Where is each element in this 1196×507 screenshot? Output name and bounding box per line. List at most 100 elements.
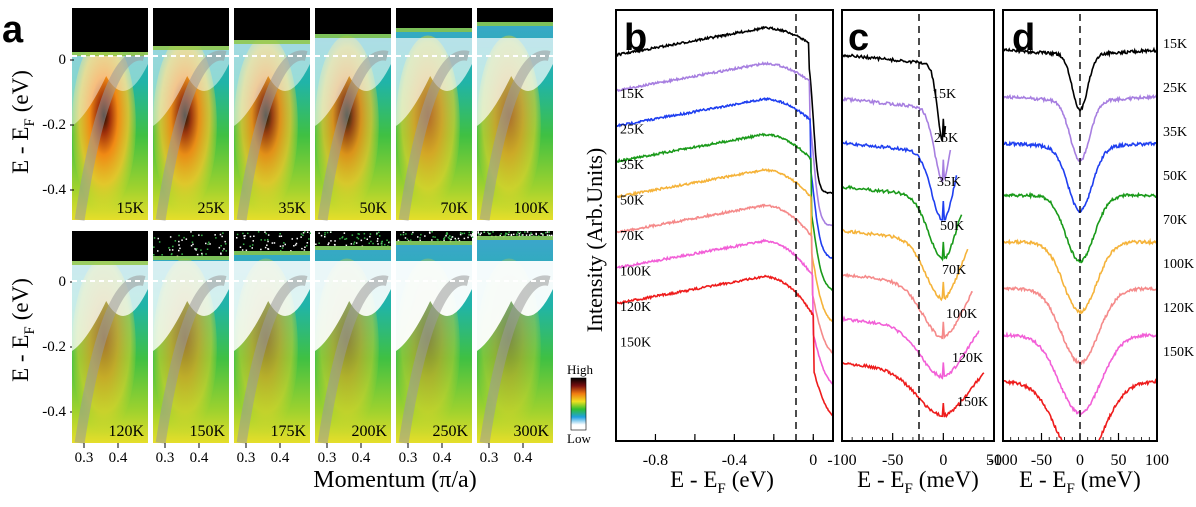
panel-b-curves <box>616 25 833 417</box>
noise-speck <box>455 239 457 241</box>
noise-speck <box>479 233 482 236</box>
noise-speck <box>402 233 405 236</box>
noise-speck <box>537 235 540 237</box>
noise-speck <box>220 245 222 247</box>
noise-speck <box>253 235 255 237</box>
noise-speck <box>245 249 248 251</box>
temperature-label: 300K <box>513 423 549 440</box>
noise-speck <box>334 244 336 246</box>
series-label: 15K <box>1163 37 1187 52</box>
noise-speck <box>372 242 374 245</box>
panel-a-top-ylabel: E - EF(eV) <box>8 70 38 174</box>
noise-speck <box>220 253 222 255</box>
noise-speck <box>302 232 305 234</box>
noise-speck <box>345 237 348 240</box>
noise-speck <box>198 234 200 236</box>
noise-speck <box>200 249 202 251</box>
noise-speck <box>205 253 207 255</box>
noise-speck <box>334 240 336 242</box>
noise-speck <box>471 236 474 238</box>
above-ef-region <box>396 8 472 28</box>
noise-speck <box>185 238 188 240</box>
series-label: 70K <box>620 229 644 244</box>
temperature-label: 200K <box>351 423 387 440</box>
xtick-label: 0.4 <box>190 450 209 466</box>
noise-speck <box>281 247 284 249</box>
temperature-label: 15K <box>116 200 144 217</box>
noise-speck <box>519 231 521 234</box>
noise-speck <box>174 240 177 242</box>
noise-speck <box>223 248 225 250</box>
noise-speck <box>542 234 544 236</box>
noise-speck <box>171 253 173 255</box>
noise-speck <box>214 234 216 236</box>
noise-speck <box>290 250 292 252</box>
svg-text:Intensity (Arb.Units): Intensity (Arb.Units) <box>582 148 607 333</box>
noise-speck <box>251 247 253 249</box>
noise-speck <box>207 243 209 245</box>
noise-speck <box>434 236 436 238</box>
noise-speck <box>267 248 270 250</box>
ef-edge <box>396 28 472 32</box>
noise-speck <box>461 232 464 235</box>
noise-speck <box>477 232 479 234</box>
edc-curve-35K <box>616 97 833 259</box>
noise-speck <box>400 233 402 236</box>
noise-speck <box>220 252 222 254</box>
series-label: 120K <box>952 351 983 366</box>
ef-edge <box>315 246 391 250</box>
edc-curve-150K <box>616 274 833 417</box>
noise-speck <box>446 232 448 234</box>
noise-speck <box>192 235 194 237</box>
temperature-label: 150K <box>189 423 225 440</box>
noise-speck <box>201 252 203 255</box>
xtick-label: 0.3 <box>480 450 499 466</box>
panel-c-xlabel: E - EF (meV) <box>857 467 979 497</box>
ytick-label: -0.2 <box>42 117 66 133</box>
noise-speck <box>480 232 482 234</box>
noise-speck <box>528 234 531 236</box>
noise-speck <box>467 236 469 239</box>
noise-speck <box>357 237 360 240</box>
noise-speck <box>376 233 378 236</box>
xtick-label: -50 <box>1031 452 1052 469</box>
noise-speck <box>328 242 330 244</box>
panel-c-temp-labels: 15K 25K 35K 50K 70K 100K 120K 150K <box>932 87 988 410</box>
noise-speck <box>271 242 274 244</box>
noise-speck <box>449 235 451 237</box>
near-ef-curve-15K <box>842 53 947 142</box>
noise-speck <box>280 235 283 237</box>
noise-speck <box>470 235 473 237</box>
noise-speck <box>516 233 518 235</box>
noise-speck <box>308 238 310 240</box>
series-label: 35K <box>937 175 961 190</box>
noise-speck <box>451 236 454 238</box>
temperature-label: 35K <box>278 200 306 217</box>
noise-speck <box>457 237 460 240</box>
noise-speck <box>437 239 439 241</box>
colorbar <box>570 377 587 431</box>
noise-speck <box>341 237 343 239</box>
noise-speck <box>153 254 155 256</box>
noise-speck <box>330 240 332 242</box>
noise-speck <box>419 239 421 242</box>
above-ef-region <box>153 8 229 46</box>
xtick-label: 0.4 <box>271 450 290 466</box>
noise-speck <box>451 236 453 238</box>
noise-speck <box>384 243 386 246</box>
noise-speck <box>264 246 267 249</box>
edc-curve-50K <box>616 132 833 292</box>
ef-edge <box>315 34 391 38</box>
xtick-label: 50 <box>986 452 1002 469</box>
noise-speck <box>405 233 407 235</box>
noise-speck <box>357 233 359 235</box>
noise-speck <box>181 253 183 255</box>
noise-speck <box>206 248 209 250</box>
xtick-label: 100 <box>1145 452 1169 469</box>
temperature-label: 120K <box>108 423 144 440</box>
series-label: 15K <box>932 87 956 102</box>
noise-speck <box>243 237 246 240</box>
noise-speck <box>378 231 380 234</box>
panel-c-xticks: -100 -50 0 50 <box>827 433 1002 469</box>
noise-speck <box>417 236 419 238</box>
